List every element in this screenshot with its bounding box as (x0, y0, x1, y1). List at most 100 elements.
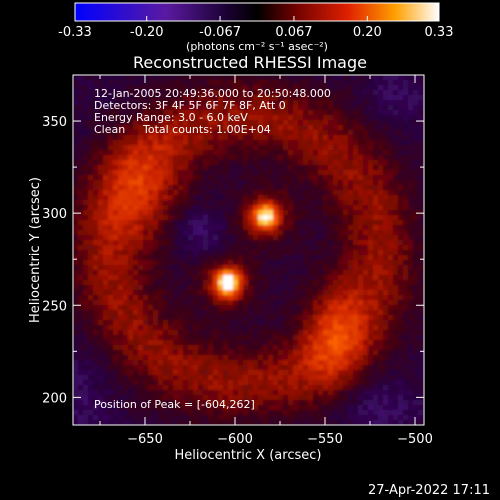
heatmap-cell (268, 160, 274, 166)
heatmap-cell (273, 240, 279, 246)
heatmap-cell (373, 250, 379, 256)
heatmap-cell (208, 370, 214, 376)
heatmap-cell (268, 155, 274, 161)
heatmap-cell (83, 330, 89, 336)
heatmap-cell (243, 130, 249, 136)
heatmap-cell (143, 370, 149, 376)
heatmap-cell (108, 175, 114, 181)
heatmap-cell (238, 300, 244, 306)
heatmap-cell (318, 340, 324, 346)
heatmap-cell (223, 410, 229, 416)
heatmap-cell (258, 100, 264, 106)
heatmap-cell (418, 360, 424, 366)
heatmap-cell (278, 345, 284, 351)
heatmap-cell (128, 345, 134, 351)
heatmap-cell (168, 410, 174, 416)
heatmap-cell (368, 210, 374, 216)
heatmap-cell (138, 185, 144, 191)
heatmap-cell (193, 285, 199, 291)
heatmap-cell (313, 180, 319, 186)
heatmap-cell (223, 305, 229, 311)
heatmap-cell (98, 330, 104, 336)
heatmap-cell (238, 235, 244, 241)
heatmap-cell (333, 350, 339, 356)
heatmap-cell (308, 330, 314, 336)
heatmap-cell (353, 90, 359, 96)
heatmap-cell (178, 385, 184, 391)
heatmap-cell (338, 255, 344, 261)
heatmap-cell (268, 210, 274, 216)
heatmap-cell (153, 335, 159, 341)
heatmap-cell (183, 265, 189, 271)
heatmap-cell (98, 305, 104, 311)
heatmap-cell (388, 380, 394, 386)
heatmap-cell (128, 235, 134, 241)
heatmap-cell (253, 305, 259, 311)
heatmap-cell (118, 410, 124, 416)
heatmap-cell (193, 280, 199, 286)
heatmap-cell (198, 100, 204, 106)
heatmap-cell (328, 250, 334, 256)
heatmap-cell (73, 115, 79, 121)
heatmap-cell (123, 190, 129, 196)
heatmap-cell (358, 400, 364, 406)
heatmap-cell (93, 295, 99, 301)
heatmap-cell (273, 260, 279, 266)
heatmap-cell (83, 125, 89, 131)
heatmap-cell (138, 320, 144, 326)
heatmap-cell (378, 420, 384, 425)
heatmap-cell (123, 150, 129, 156)
heatmap-cell (278, 300, 284, 306)
heatmap-cell (93, 205, 99, 211)
heatmap-cell (248, 415, 254, 421)
heatmap-cell (123, 185, 129, 191)
heatmap-cell (83, 375, 89, 381)
heatmap-cell (143, 255, 149, 261)
heatmap-cell (418, 220, 424, 226)
heatmap-cell (343, 420, 349, 425)
heatmap-cell (213, 385, 219, 391)
heatmap-cell (228, 240, 234, 246)
heatmap-cell (198, 265, 204, 271)
heatmap-cell (358, 75, 364, 81)
heatmap-cell (408, 275, 414, 281)
heatmap-cell (83, 185, 89, 191)
heatmap-cell (228, 225, 234, 231)
heatmap-cell (308, 120, 314, 126)
heatmap-cell (208, 220, 214, 226)
heatmap-cell (398, 255, 404, 261)
heatmap-cell (183, 245, 189, 251)
heatmap-cell (293, 200, 299, 206)
heatmap-cell (103, 395, 109, 401)
heatmap-cell (113, 245, 119, 251)
heatmap-cell (118, 285, 124, 291)
heatmap-cell (403, 375, 409, 381)
heatmap-cell (103, 245, 109, 251)
heatmap-cell (288, 160, 294, 166)
heatmap-cell (163, 225, 169, 231)
heatmap-cell (378, 385, 384, 391)
heatmap-cell (173, 345, 179, 351)
heatmap-cell (208, 200, 214, 206)
heatmap-cell (163, 405, 169, 411)
heatmap-cell (408, 370, 414, 376)
heatmap-cell (158, 415, 164, 421)
heatmap-cell (123, 240, 129, 246)
heatmap-cell (128, 355, 134, 361)
heatmap-cell (138, 345, 144, 351)
heatmap-cell (268, 400, 274, 406)
heatmap-cell (243, 325, 249, 331)
heatmap-cell (223, 130, 229, 136)
heatmap-cell (268, 80, 274, 86)
heatmap-cell (413, 135, 419, 141)
heatmap-cell (343, 215, 349, 221)
heatmap-cell (173, 390, 179, 396)
heatmap-cell (243, 195, 249, 201)
heatmap-cell (93, 130, 99, 136)
heatmap-cell (203, 230, 209, 236)
heatmap-cell (358, 355, 364, 361)
heatmap-cell (303, 320, 309, 326)
heatmap-cell (283, 140, 289, 146)
heatmap-cell (353, 320, 359, 326)
heatmap-cell (248, 325, 254, 331)
